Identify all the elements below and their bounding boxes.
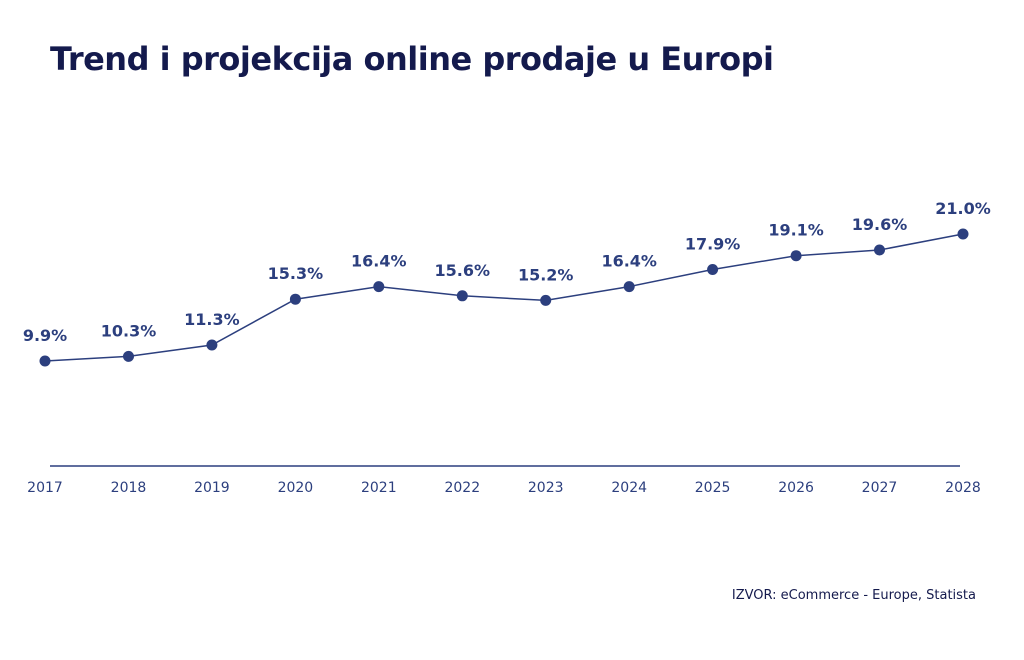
x-tick-2019: 2019 bbox=[194, 480, 230, 496]
series-line bbox=[44, 233, 964, 362]
data-point-2028 bbox=[957, 228, 969, 240]
data-point-2024 bbox=[623, 281, 635, 293]
data-point-2018 bbox=[123, 350, 134, 362]
chart-title: Trend i projekcija online prodaje u Euro… bbox=[50, 40, 774, 78]
data-point-2017 bbox=[39, 355, 51, 367]
data-label-2026: 19.1% bbox=[768, 221, 824, 240]
x-tick-2018: 2018 bbox=[111, 480, 147, 496]
x-tick-2024: 2024 bbox=[611, 480, 647, 496]
x-tick-2027: 2027 bbox=[862, 480, 898, 496]
data-point-2023 bbox=[540, 294, 552, 306]
data-point-2025 bbox=[707, 264, 719, 275]
data-point-2019 bbox=[206, 339, 218, 351]
data-label-2025: 17.9% bbox=[685, 235, 741, 254]
data-point-2020 bbox=[289, 293, 301, 305]
x-tick-2028: 2028 bbox=[945, 480, 981, 496]
data-points bbox=[39, 228, 969, 367]
data-label-2027: 19.6% bbox=[852, 215, 908, 234]
data-label-2021: 16.4% bbox=[351, 252, 407, 271]
x-tick-2025: 2025 bbox=[695, 480, 731, 496]
x-tick-2017: 2017 bbox=[27, 480, 63, 496]
data-label-2023: 15.2% bbox=[518, 265, 574, 284]
data-label-2017: 9.9% bbox=[23, 326, 67, 345]
x-tick-labels: 2017 2018 2019 2020 2021 2022 2023 2024 2025 2026… bbox=[27, 480, 981, 496]
data-label-2022: 15.6% bbox=[435, 261, 491, 280]
data-label-2020: 15.3% bbox=[268, 264, 324, 283]
source-note: IZVOR: eCommerce - Europe, Statista bbox=[731, 588, 976, 603]
x-tick-2021: 2021 bbox=[361, 480, 397, 496]
data-point-2027 bbox=[874, 244, 885, 256]
data-label-2018: 10.3% bbox=[101, 321, 157, 340]
x-tick-2022: 2022 bbox=[444, 480, 480, 496]
data-label-2019: 11.3% bbox=[184, 310, 240, 329]
data-label-2028: 21.0% bbox=[935, 199, 991, 218]
data-label-2024: 16.4% bbox=[601, 252, 657, 271]
data-labels: 9.9% 10.3% 11.3% 15.3% 16.4% 15.6% 15.2% 16.4% 1… bbox=[23, 199, 991, 345]
x-tick-2023: 2023 bbox=[528, 480, 564, 496]
data-point-2021 bbox=[373, 281, 385, 293]
x-tick-2020: 2020 bbox=[278, 480, 314, 496]
data-point-2026 bbox=[790, 250, 802, 262]
x-tick-2026: 2026 bbox=[778, 480, 814, 496]
data-point-2022 bbox=[456, 290, 468, 302]
